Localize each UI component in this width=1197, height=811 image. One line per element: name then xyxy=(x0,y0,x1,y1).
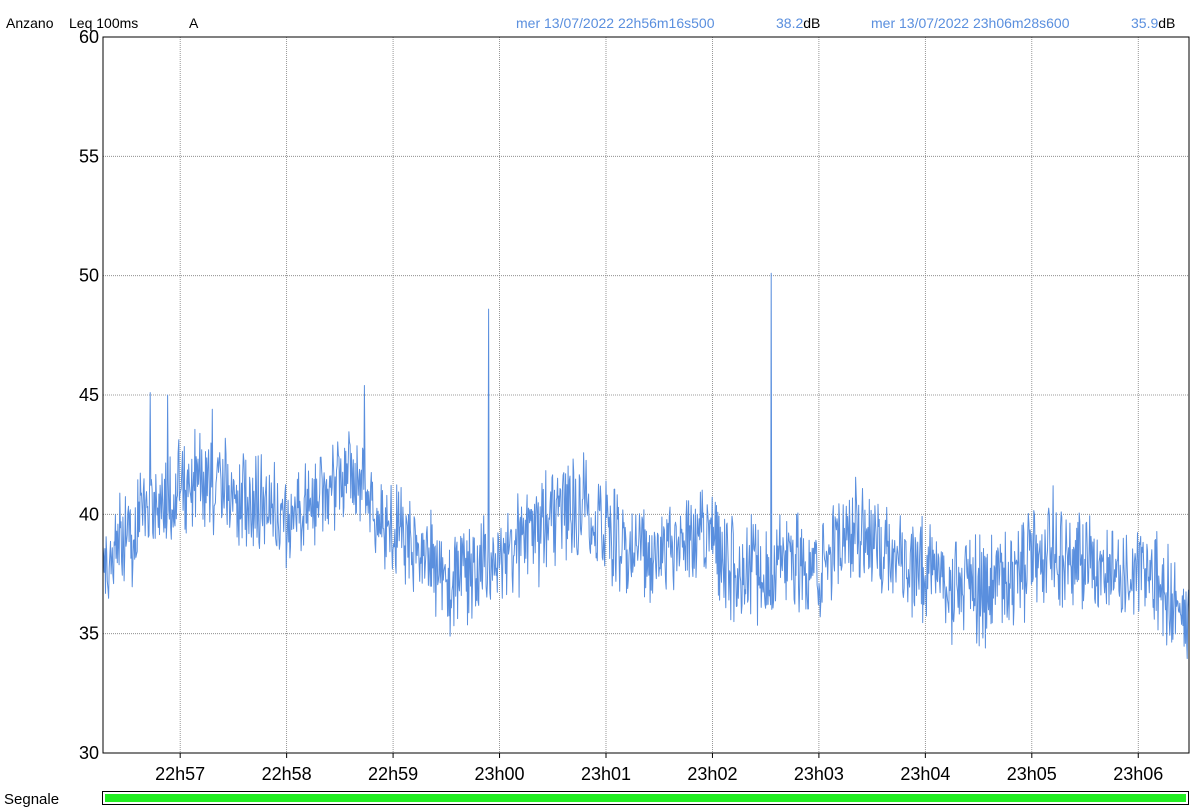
x-tick-label-23h06: 23h06 xyxy=(1113,764,1163,784)
time-series-chart[interactable]: 30 35 40 45 50 55 60 22h57 22h58 22h59 23h00 23h01… xyxy=(0,0,1197,790)
cursor2-unit: dB xyxy=(1158,15,1176,31)
cursor1-unit: dB xyxy=(803,15,821,31)
y-tick-label-30: 30 xyxy=(79,743,99,763)
y-tick-label-45: 45 xyxy=(79,385,99,405)
signal-label: Segnale xyxy=(4,791,60,808)
cursor2-reading: 35.9dB xyxy=(1131,15,1175,31)
series-line xyxy=(102,272,1190,659)
x-tick-label-23h00: 23h00 xyxy=(475,764,525,784)
weighting-label: A xyxy=(189,15,199,31)
y-tick-label-60: 60 xyxy=(79,27,99,47)
x-tick-label-22h59: 22h59 xyxy=(368,764,418,784)
measure-label: Leq 100ms xyxy=(69,15,139,31)
cursor1-value: 38.2 xyxy=(776,15,804,31)
x-tick-label-23h04: 23h04 xyxy=(900,764,950,784)
cursor2-timestamp: mer 13/07/2022 23h06m28s600 xyxy=(871,15,1070,31)
x-tick-label-23h05: 23h05 xyxy=(1007,764,1057,784)
x-tick-label-23h02: 23h02 xyxy=(687,764,737,784)
x-tick-label-23h01: 23h01 xyxy=(581,764,631,784)
signal-level-bar xyxy=(102,791,1189,805)
cursor1-reading: 38.2dB xyxy=(776,15,820,31)
y-tick-label-35: 35 xyxy=(79,624,99,644)
plot-area[interactable] xyxy=(102,36,1190,754)
x-tick-label-23h03: 23h03 xyxy=(794,764,844,784)
cursor1-timestamp: mer 13/07/2022 22h56m16s500 xyxy=(516,15,715,31)
location-label: Anzano xyxy=(6,15,54,31)
signal-level-fill xyxy=(105,794,1186,802)
chart-header: Anzano Leq 100ms A mer 13/07/2022 22h56m… xyxy=(0,0,1197,34)
x-tick-label-22h58: 22h58 xyxy=(262,764,312,784)
cursor2-value: 35.9 xyxy=(1131,15,1159,31)
y-tick-label-55: 55 xyxy=(79,146,99,166)
y-tick-label-40: 40 xyxy=(79,504,99,524)
x-tick-label-22h57: 22h57 xyxy=(155,764,205,784)
y-tick-label-50: 50 xyxy=(79,266,99,286)
